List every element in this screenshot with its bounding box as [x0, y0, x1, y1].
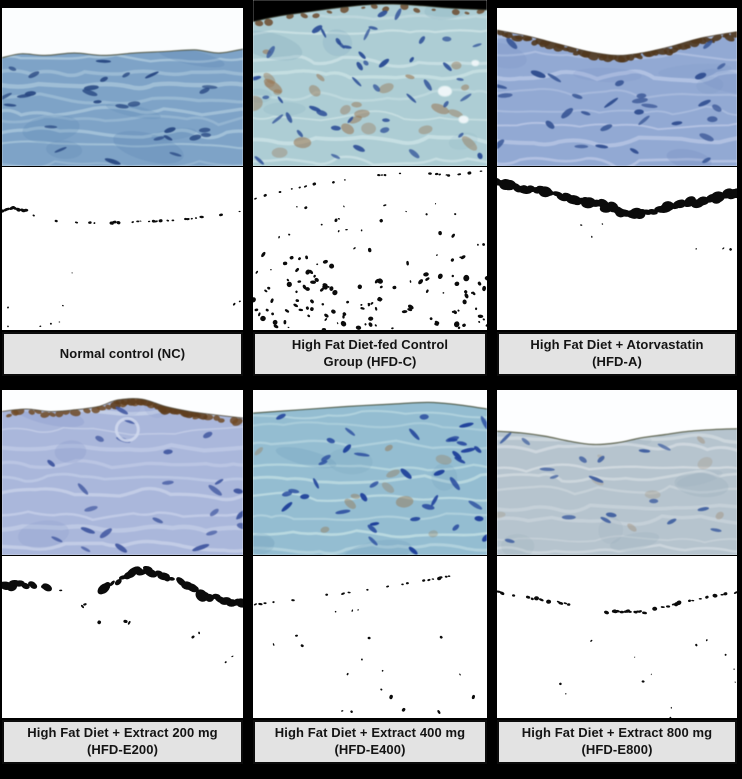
photomicrograph-hfd-e400	[253, 390, 487, 555]
threshold-mask-hfd-e200	[2, 556, 243, 718]
caption-hfd-c: High Fat Diet-fed Control Group (HFD-C)	[253, 332, 487, 376]
caption-hfd-a: High Fat Diet + Atorvastatin (HFD-A)	[497, 332, 737, 376]
threshold-mask-nc	[2, 167, 243, 330]
panel-normal-control: Normal control (NC)	[2, 8, 243, 376]
panel-hfd-control: High Fat Diet-fed Control Group (HFD-C)	[253, 0, 487, 376]
caption-hfd-e200: High Fat Diet + Extract 200 mg (HFD-E200…	[2, 720, 243, 764]
photomicrograph-hfd-e200	[2, 390, 243, 555]
threshold-mask-hfd-a	[497, 167, 737, 330]
panel-hfd-extract-400: High Fat Diet + Extract 400 mg (HFD-E400…	[253, 390, 487, 764]
panel-hfd-extract-800: High Fat Diet + Extract 800 mg (HFD-E800…	[497, 390, 737, 764]
threshold-mask-hfd-e400	[253, 556, 487, 718]
photomicrograph-hfd-c	[253, 0, 487, 166]
photomicrograph-hfd-e800	[497, 390, 737, 555]
caption-hfd-a-label: High Fat Diet + Atorvastatin (HFD-A)	[530, 337, 704, 369]
caption-nc: Normal control (NC)	[2, 332, 243, 376]
panel-hfd-extract-200: High Fat Diet + Extract 200 mg (HFD-E200…	[2, 390, 243, 764]
threshold-mask-hfd-e800	[497, 556, 737, 718]
caption-hfd-e200-label: High Fat Diet + Extract 200 mg (HFD-E200…	[27, 725, 218, 757]
caption-hfd-e800-label: High Fat Diet + Extract 800 mg (HFD-E800…	[521, 725, 713, 757]
caption-hfd-e800: High Fat Diet + Extract 800 mg (HFD-E800…	[497, 720, 737, 764]
caption-hfd-e400: High Fat Diet + Extract 400 mg (HFD-E400…	[253, 720, 487, 764]
caption-hfd-c-label: High Fat Diet-fed Control Group (HFD-C)	[291, 337, 449, 369]
caption-nc-label: Normal control (NC)	[59, 345, 186, 361]
threshold-mask-hfd-c	[253, 167, 487, 330]
panel-hfd-atorvastatin: High Fat Diet + Atorvastatin (HFD-A)	[497, 8, 737, 376]
caption-hfd-e400-label: High Fat Diet + Extract 400 mg (HFD-E400…	[274, 725, 466, 757]
photomicrograph-hfd-a	[497, 8, 737, 166]
photomicrograph-nc	[2, 8, 243, 166]
